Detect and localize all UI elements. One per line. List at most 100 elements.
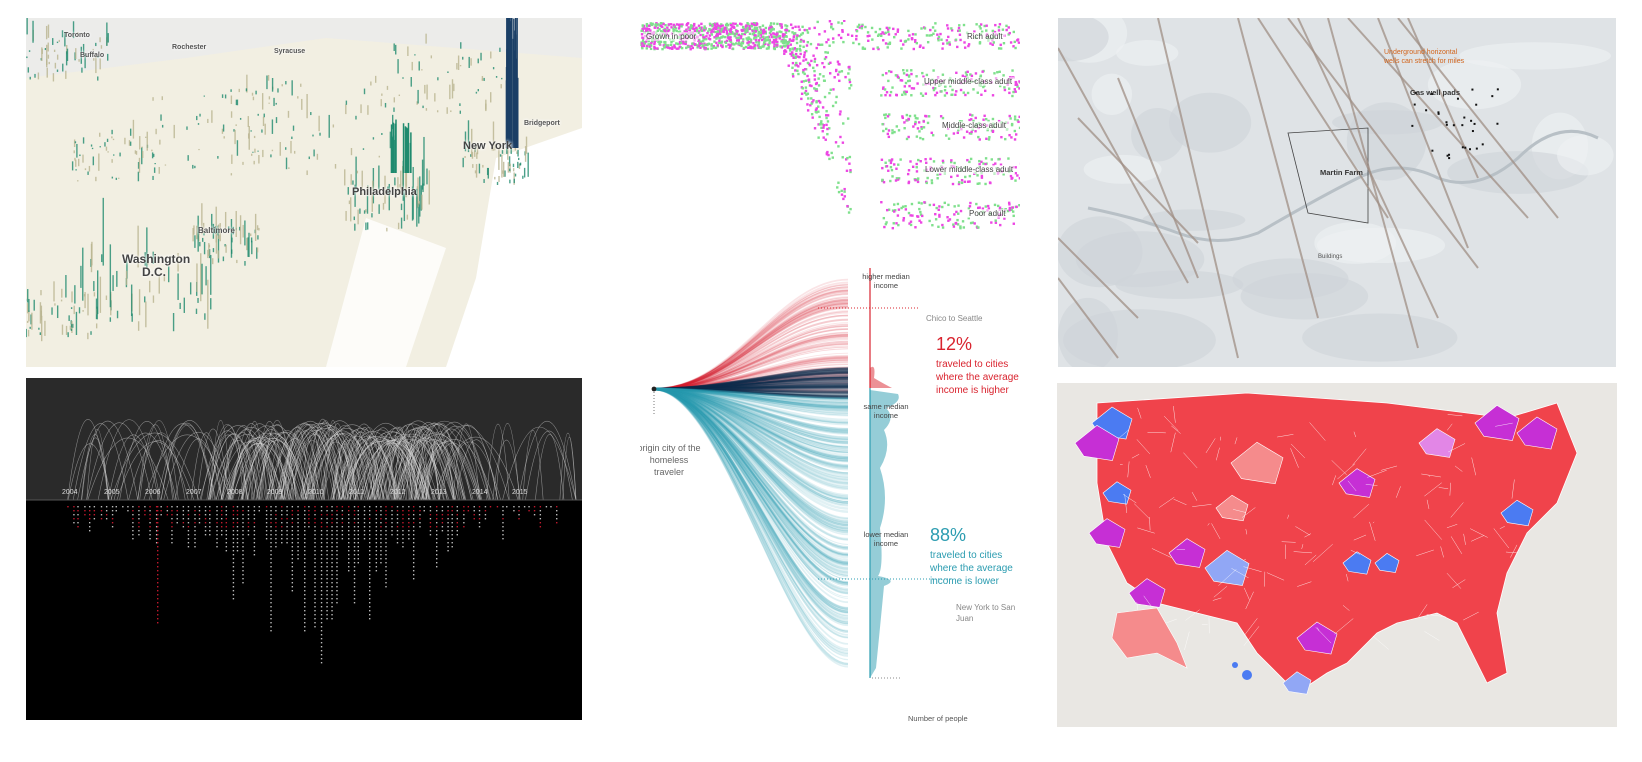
mobility-dot <box>888 41 892 44</box>
mobility-dot <box>912 47 915 51</box>
mobility-dot <box>843 190 846 193</box>
mobility-dot <box>811 116 814 119</box>
homeless-panel[interactable]: higher median income same median income … <box>640 268 1020 730</box>
timeline-dot <box>412 570 415 572</box>
flow-lower <box>653 388 849 608</box>
timeline-dot <box>115 506 117 508</box>
timeline-dot <box>291 578 294 580</box>
mobility-dot <box>960 181 964 185</box>
flow-dark <box>653 387 849 399</box>
mobility-dot <box>893 35 896 39</box>
timeline-dot <box>111 522 114 524</box>
mobility-dot <box>799 40 802 43</box>
flow-dark <box>653 374 849 390</box>
mobility-dot <box>713 36 716 39</box>
district-border <box>1232 509 1247 513</box>
mobility-dot <box>979 23 983 26</box>
mobility-dot <box>741 25 745 29</box>
mobility-dot <box>975 202 978 206</box>
timeline-dot <box>270 518 272 520</box>
timeline-dot <box>314 546 316 548</box>
mobility-dot <box>674 27 678 30</box>
mobility-dot <box>810 102 813 105</box>
timeline-dot <box>463 506 465 508</box>
timeline-dot <box>314 558 316 560</box>
flow-lower <box>653 388 849 576</box>
timeline-dot <box>502 510 504 512</box>
flow-higher <box>653 379 849 390</box>
mobility-dot <box>861 46 865 49</box>
timeline-dot <box>88 530 91 532</box>
mobility-dot <box>934 22 937 25</box>
timeline-dot <box>275 534 277 536</box>
timeline-dot <box>385 506 387 508</box>
mobility-dot <box>909 223 913 227</box>
flow-dark <box>653 369 849 390</box>
mobility-dot <box>729 38 732 42</box>
timeline-dot <box>336 578 338 580</box>
mobility-dot <box>880 94 883 97</box>
timeline-dot <box>331 538 333 540</box>
timeline-dot <box>314 570 316 572</box>
horizontal-well <box>1058 277 1119 359</box>
horizontal-well <box>1407 18 1479 179</box>
timeline-dot-red <box>157 606 159 608</box>
timeline-dot <box>369 570 371 572</box>
mobility-dot <box>991 43 994 46</box>
us-map-panel[interactable] <box>1057 383 1617 727</box>
mobility-dot <box>904 205 907 208</box>
timeline-dot <box>357 538 359 540</box>
district-border <box>1290 443 1305 459</box>
timeline-dot <box>171 542 173 544</box>
timeline-dot <box>232 538 235 540</box>
gas-wells-panel[interactable]: Underground horizontal wells can stretch… <box>1058 18 1616 367</box>
mobility-dot <box>800 92 804 95</box>
timeline-dot <box>242 574 244 576</box>
flow-higher <box>653 300 849 390</box>
timeline-dot <box>73 518 75 520</box>
flow-lower <box>653 387 849 623</box>
mobility-dot <box>815 46 818 50</box>
mobility-dot <box>897 223 900 227</box>
flow-dark <box>653 371 849 391</box>
mobility-dot <box>706 31 709 35</box>
mobility-dot <box>847 211 851 214</box>
mobility-dot <box>885 26 889 30</box>
timeline-dot <box>291 546 294 548</box>
mobility-dot <box>744 31 747 34</box>
timeline-dot <box>242 506 244 508</box>
mobility-dot <box>773 32 776 36</box>
mobility-panel[interactable]: Grown in poor Rich adult Upper middle-cl… <box>640 20 1020 230</box>
flow-lower <box>653 387 849 410</box>
timeline-dot <box>550 506 552 508</box>
mobility-dot <box>818 123 822 126</box>
mobility-dot <box>795 41 799 45</box>
mobility-dot <box>669 23 673 26</box>
flow-lower <box>653 387 849 651</box>
mobility-dot <box>792 35 795 39</box>
mobility-label-rich: Rich adult <box>965 32 1005 41</box>
mobility-dot <box>957 26 961 30</box>
mobility-dot <box>893 163 896 166</box>
flow-lower <box>653 388 849 412</box>
mobility-dot <box>952 132 956 135</box>
mobility-dot <box>803 68 807 71</box>
mobility-dot <box>903 121 906 124</box>
mobility-dot <box>1001 28 1005 31</box>
timeline-dot <box>375 538 378 540</box>
density-map-panel[interactable]: Toronto Rochester Syracuse Buffalo Bridg… <box>26 18 582 367</box>
mobility-dot <box>748 46 751 49</box>
timeline-dot <box>176 506 178 508</box>
timeline-dot <box>429 530 432 532</box>
timeline-panel[interactable] <box>26 378 582 720</box>
timeline-dot <box>353 566 356 568</box>
mobility-dot <box>779 45 782 48</box>
mobility-dot <box>703 46 706 49</box>
mobility-dot <box>997 29 1001 32</box>
mobility-dot <box>941 223 944 227</box>
mobility-dot <box>896 214 900 217</box>
timeline-dot <box>281 506 283 508</box>
mobility-dot <box>1013 129 1017 133</box>
flow-lower <box>653 388 849 531</box>
district-border <box>1304 533 1312 538</box>
